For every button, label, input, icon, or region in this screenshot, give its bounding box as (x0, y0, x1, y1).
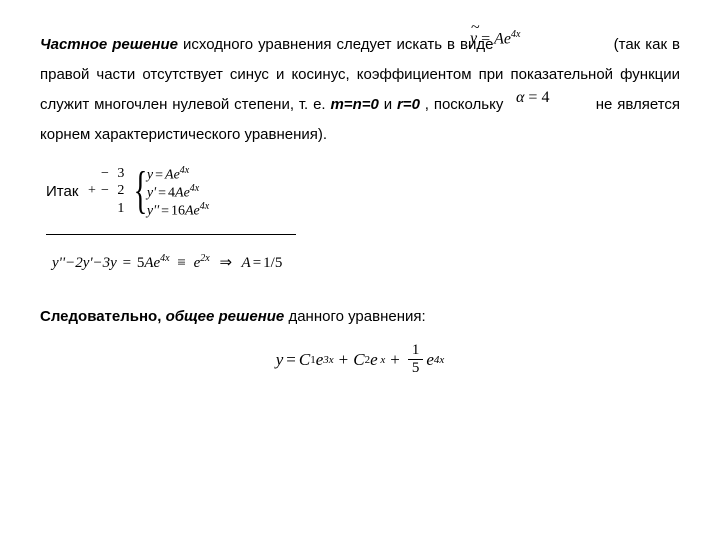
fraction-1-5: 1 5 (408, 343, 424, 376)
coeff-column: −3 −2 1 (98, 165, 136, 218)
conclusion-b: общее решение (166, 308, 285, 325)
conclusion: Следовательно, общее решение данного ура… (40, 308, 680, 325)
result-equation: yʹʹ−2yʹ−3y = 5Ae4x ≡ e2x ⇒ A=1/5 (52, 253, 680, 272)
separator-line (46, 234, 296, 235)
fn-plus: + (88, 183, 96, 199)
lead: Частное решение (40, 36, 178, 53)
mn: m=n=0 (330, 96, 378, 113)
t1: исходного уравнения следует искать в вид… (183, 36, 493, 53)
cases: y=Ae4x yʹ=4Ae4x yʹʹ=16Ae4x (147, 164, 209, 218)
and: и (384, 96, 397, 113)
r0: r=0 (397, 96, 420, 113)
derivation-block: Итак + −3 −2 1 { y=Ae4x yʹ=4Ae4x yʹʹ=16A… (46, 164, 680, 218)
t3: , поскольку (425, 96, 508, 113)
formula-particular-form: y ~ = Ae4x (470, 30, 520, 47)
general-solution: y = C1e3x + C2e x + 1 5 e4x (40, 343, 680, 376)
itak-label: Итак (46, 183, 76, 200)
conclusion-post: данного уравнения: (284, 308, 425, 325)
intro-paragraph: Частное решение исходного уравнения след… (40, 30, 680, 150)
formula-alpha: α = 4 (516, 90, 549, 106)
conclusion-pre: Следовательно, (40, 308, 166, 325)
